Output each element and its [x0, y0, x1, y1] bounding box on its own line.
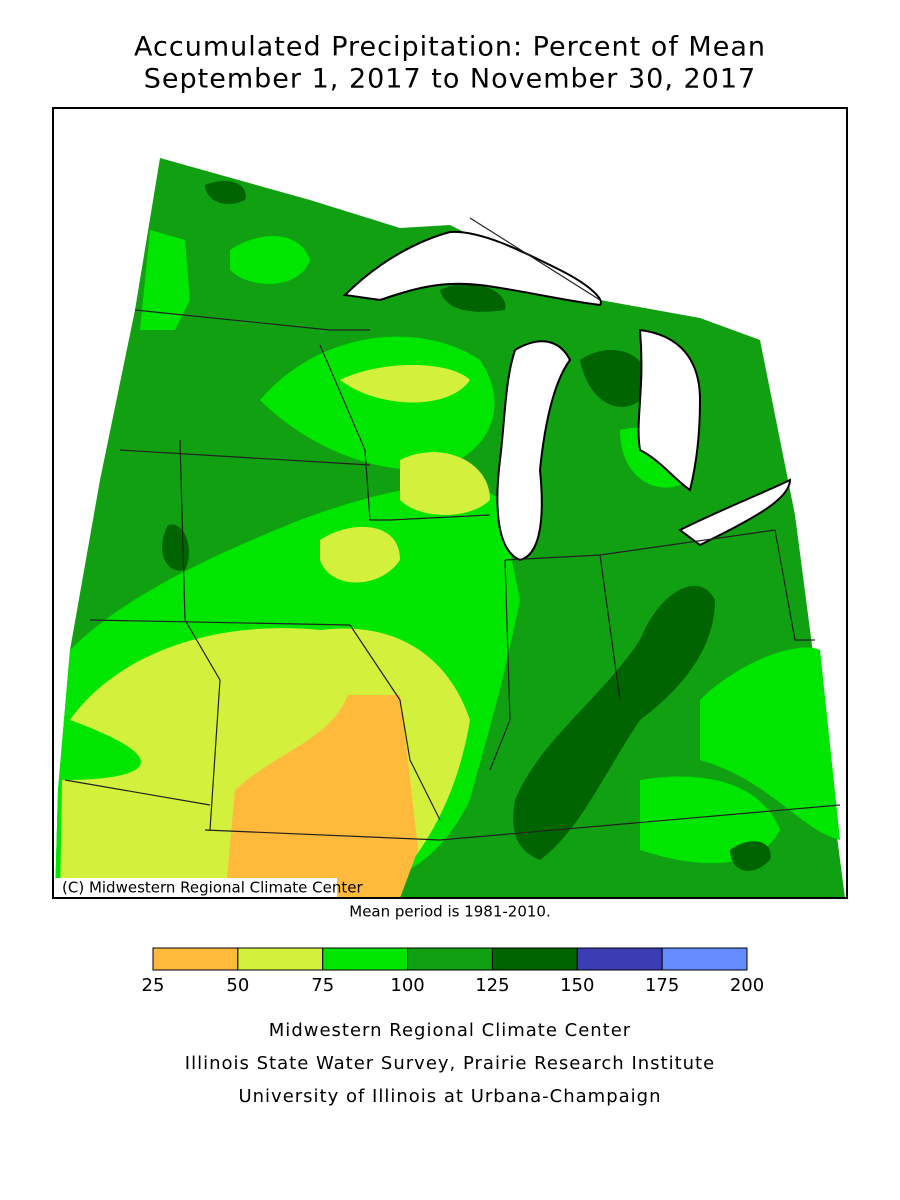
legend-swatch	[237, 947, 324, 971]
contour	[225, 695, 418, 898]
map: (C) Midwestern Regional Climate Center	[52, 107, 848, 899]
legend-tick-label: 150	[560, 975, 594, 996]
lake-superior	[342, 230, 602, 307]
contour	[513, 585, 715, 860]
contour	[700, 647, 840, 840]
legend-tick-label: 50	[226, 975, 249, 996]
state-line	[319, 344, 491, 521]
credit-box	[55, 878, 337, 897]
title-line: Accumulated Precipitation: Percent of Me…	[134, 32, 766, 63]
state-line	[89, 619, 351, 626]
legend-tick-label: 100	[390, 975, 424, 996]
state-line	[599, 554, 621, 701]
map-frame	[52, 107, 848, 899]
credit: (C) Midwestern Regional Climate Center	[62, 879, 363, 897]
contour	[340, 365, 470, 403]
legend-swatch	[152, 947, 239, 971]
contour	[140, 230, 190, 330]
legend-tick-label: 25	[142, 975, 165, 996]
contour	[580, 350, 650, 407]
legend: 25 50 75 100 125 150 175 200	[142, 947, 764, 996]
state-line	[774, 529, 815, 641]
state-line	[204, 804, 841, 841]
contour	[400, 452, 490, 515]
state-line	[179, 439, 221, 831]
footer-line: Illinois State Water Survey, Prairie Res…	[185, 1053, 715, 1074]
state-line	[349, 624, 441, 821]
legend-tick-label: 200	[730, 975, 764, 996]
state-line	[119, 449, 371, 466]
state-line	[469, 217, 601, 301]
contour	[640, 776, 780, 864]
contour	[440, 283, 506, 312]
legend-swatch	[661, 947, 748, 971]
legend-tick-label: 125	[475, 975, 509, 996]
note: Mean period is 1981-2010.	[349, 903, 550, 921]
legend-swatch	[491, 947, 578, 971]
legend-swatch	[407, 947, 493, 971]
lake-michigan	[496, 340, 572, 562]
legend-swatch	[576, 947, 663, 971]
state-line	[64, 779, 211, 806]
lake-erie	[678, 478, 792, 547]
contour	[730, 841, 771, 871]
contour	[320, 526, 400, 583]
footer-line: University of Illinois at Urbana-Champai…	[238, 1086, 661, 1107]
legend-tick-label: 75	[311, 975, 334, 996]
contour	[205, 180, 246, 205]
legend-swatch	[322, 947, 409, 971]
footer-line: Midwestern Regional Climate Center	[269, 1020, 631, 1041]
lake-huron	[637, 328, 702, 492]
legend-tick-label: 175	[645, 975, 679, 996]
state-line	[489, 559, 511, 771]
contour	[230, 236, 310, 284]
state-line	[134, 309, 370, 331]
title-line: September 1, 2017 to November 30, 2017	[144, 64, 756, 95]
